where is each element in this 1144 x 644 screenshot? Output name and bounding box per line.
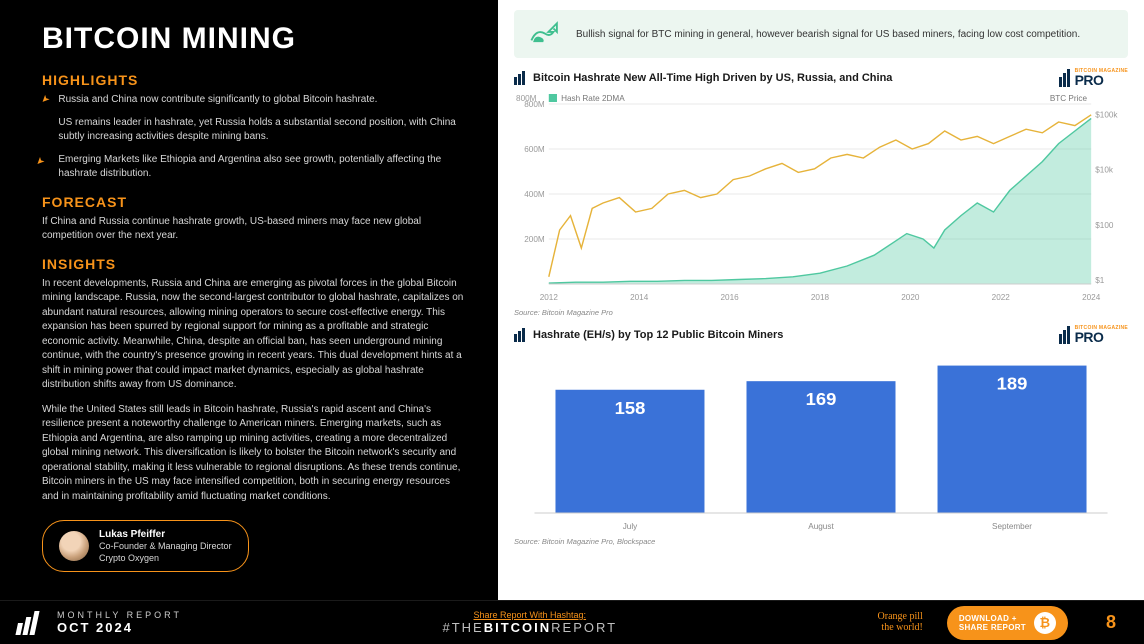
chart2-title: Hashrate (EH/s) by Top 12 Public Bitcoin… <box>514 328 783 342</box>
orange-pill-text: Orange pillthe world! <box>878 612 923 633</box>
svg-text:BTC Price: BTC Price <box>1050 94 1088 103</box>
miners-bar-chart: 158 July 169 August 189 September <box>514 349 1128 535</box>
chart1-title: Bitcoin Hashrate New All-Time High Drive… <box>514 71 892 85</box>
svg-text:400M: 400M <box>524 190 545 199</box>
page-title: BITCOIN MINING <box>42 22 464 56</box>
author-box: Lukas Pfeiffer Co-Founder & Managing Dir… <box>42 520 249 572</box>
report-label: MONTHLY REPORT <box>57 610 182 620</box>
pro-logo: BITCOIN MAGAZINE PRO <box>1059 325 1128 345</box>
author-name: Lukas Pfeiffer <box>99 528 232 541</box>
bull-icon <box>528 20 562 48</box>
insights-para: In recent developments, Russia and China… <box>42 277 464 393</box>
svg-text:$10k: $10k <box>1095 166 1114 175</box>
svg-text:2024: 2024 <box>1082 293 1101 302</box>
bullet-arrow-icon: ➤ <box>33 154 59 180</box>
forecast-text: If China and Russia continue hashrate gr… <box>42 215 464 244</box>
bitcoin-icon: ₿ <box>1034 612 1056 634</box>
insights-para: While the United States still leads in B… <box>42 403 464 505</box>
svg-text:2022: 2022 <box>992 293 1011 302</box>
svg-text:September: September <box>992 522 1032 531</box>
author-company: Crypto Oxygen <box>99 553 232 565</box>
svg-text:800M: 800M <box>516 94 537 103</box>
download-button[interactable]: DOWNLOAD +SHARE REPORT ₿ <box>947 606 1068 640</box>
highlight-item: ➤US remains leader in hashrate, yet Russ… <box>42 116 464 145</box>
right-panel: Bullish signal for BTC mining in general… <box>498 0 1144 600</box>
signal-note-text: Bullish signal for BTC mining in general… <box>576 29 1080 40</box>
signal-note: Bullish signal for BTC mining in general… <box>514 10 1128 58</box>
bullet-arrow-icon: ➤ <box>38 92 54 108</box>
hashtag: #THEBITCOINREPORT <box>202 620 858 635</box>
logo-bars-icon <box>514 328 525 342</box>
svg-text:169: 169 <box>806 389 837 409</box>
highlight-item: ➤Emerging Markets like Ethiopia and Arge… <box>42 153 464 182</box>
author-avatar <box>59 531 89 561</box>
svg-text:2016: 2016 <box>720 293 739 302</box>
footer: MONTHLY REPORT OCT 2024 Share Report Wit… <box>0 600 1144 644</box>
chart1-source: Source: Bitcoin Magazine Pro <box>514 308 1128 317</box>
svg-text:$100k: $100k <box>1095 110 1118 119</box>
svg-text:Hash Rate 2DMA: Hash Rate 2DMA <box>561 94 625 103</box>
page-number: 8 <box>1106 612 1116 633</box>
logo-bars-icon <box>514 71 525 85</box>
highlights-heading: HIGHLIGHTS <box>42 72 464 88</box>
report-date: OCT 2024 <box>57 620 182 635</box>
svg-text:2012: 2012 <box>540 293 559 302</box>
miners-bar-chart-panel: Hashrate (EH/s) by Top 12 Public Bitcoin… <box>514 325 1128 554</box>
chart2-source: Source: Bitcoin Magazine Pro, Blockspace <box>514 537 1128 546</box>
pro-logo: BITCOIN MAGAZINE PRO <box>1059 68 1128 88</box>
highlight-item: ➤Russia and China now contribute signifi… <box>42 93 464 108</box>
svg-text:158: 158 <box>615 398 646 418</box>
logo-bars-icon <box>1059 69 1070 87</box>
hashrate-chart-panel: Bitcoin Hashrate New All-Time High Drive… <box>514 68 1128 325</box>
svg-text:200M: 200M <box>524 235 545 244</box>
insights-heading: INSIGHTS <box>42 256 464 272</box>
svg-text:2014: 2014 <box>630 293 649 302</box>
forecast-heading: FORECAST <box>42 194 464 210</box>
svg-text:189: 189 <box>997 374 1028 394</box>
logo-bars-icon <box>1059 326 1070 344</box>
share-label: Share Report With Hashtag: <box>202 610 858 620</box>
author-role: Co-Founder & Managing Director <box>99 541 232 553</box>
svg-text:600M: 600M <box>524 145 545 154</box>
svg-text:2018: 2018 <box>811 293 830 302</box>
svg-text:$100: $100 <box>1095 221 1114 230</box>
hashrate-line-chart: 200M 400M 600M 800M $1 $100 $10k $100k 2012 2014 2… <box>514 90 1128 306</box>
svg-text:$1: $1 <box>1095 276 1105 285</box>
svg-text:July: July <box>623 522 639 531</box>
svg-text:2020: 2020 <box>901 293 920 302</box>
left-panel: BITCOIN MINING HIGHLIGHTS ➤Russia and Ch… <box>0 0 498 600</box>
svg-text:August: August <box>808 522 834 531</box>
footer-logo-icon <box>15 611 39 635</box>
